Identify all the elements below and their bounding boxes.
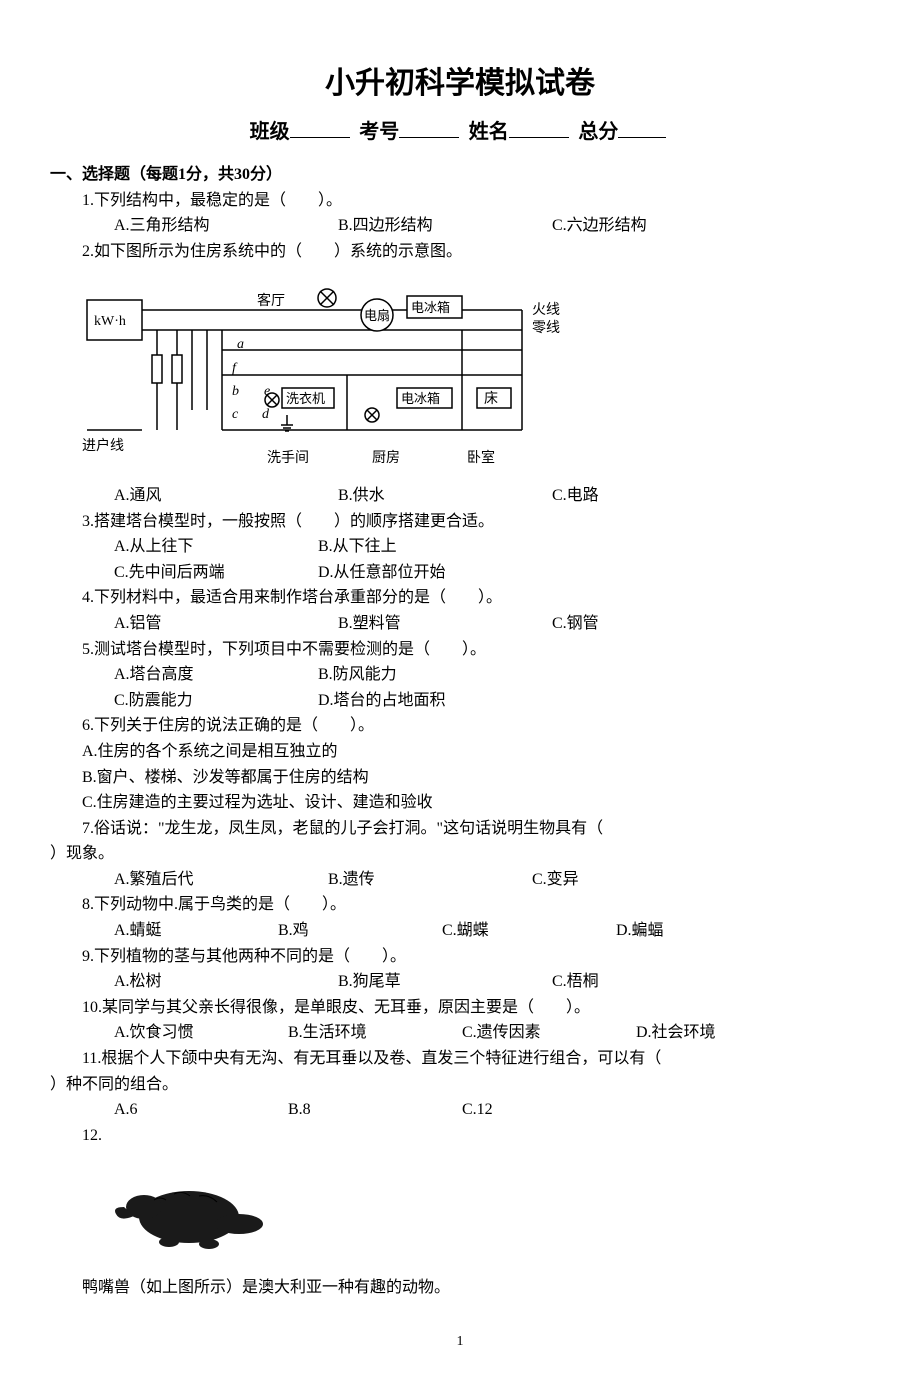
q1-opt-b: B.四边形结构 <box>306 213 516 239</box>
circuit-incoming: 进户线 <box>82 437 124 454</box>
q5-opt-c: C.防震能力 <box>82 688 282 714</box>
name-label: 姓名 <box>469 121 509 143</box>
q3-opt-c: C.先中间后两端 <box>82 560 282 586</box>
q7-text-post: ）现象。 <box>50 841 870 867</box>
q5-opt-b: B.防风能力 <box>286 662 397 688</box>
q11-opt-c: C.12 <box>430 1097 493 1123</box>
circuit-bedroom: 卧室 <box>467 449 495 466</box>
q6-text: 6.下列关于住房的说法正确的是（ ）。 <box>50 713 870 739</box>
q9-opt-b: B.狗尾草 <box>306 969 516 995</box>
q3-opt-d: D.从任意部位开始 <box>286 560 446 586</box>
q12-caption: 鸭嘴兽（如上图所示）是澳大利亚一种有趣的动物。 <box>50 1275 870 1301</box>
q9-text: 9.下列植物的茎与其他两种不同的是（ ）。 <box>50 944 870 970</box>
platypus-figure <box>114 1152 870 1271</box>
platypus-svg <box>114 1152 274 1262</box>
circuit-svg: kW·h 进户线 火线 零线 客厅 电扇 <box>82 270 572 470</box>
q1-opt-a: A.三角形结构 <box>82 213 302 239</box>
q9-opt-a: A.松树 <box>82 969 302 995</box>
section1-heading: 一、选择题（每题1分，共30分） <box>50 162 870 188</box>
examno-blank[interactable] <box>399 117 459 138</box>
q5-text: 5.测试塔台模型时，下列项目中不需要检测的是（ ）。 <box>50 637 870 663</box>
q11-text-pre: 11.根据个人下颌中央有无沟、有无耳垂以及卷、直发三个特征进行组合，可以有（ <box>50 1046 870 1072</box>
q5-opt-a: A.塔台高度 <box>82 662 282 688</box>
circuit-washroom: 洗手间 <box>267 450 309 466</box>
circuit-kitchen: 厨房 <box>372 450 400 466</box>
mark-f: f <box>232 361 238 376</box>
q2-opts: A.通风 B.供水 C.电路 <box>50 483 870 509</box>
q4-opt-b: B.塑料管 <box>306 611 516 637</box>
q8-opt-c: C.蝴蝶 <box>410 918 580 944</box>
q6-opt-a: A.住房的各个系统之间是相互独立的 <box>50 739 870 765</box>
q3-text: 3.搭建塔台模型时，一般按照（ ）的顺序搭建更合适。 <box>50 509 870 535</box>
q6-opt-b: B.窗户、楼梯、沙发等都属于住房的结构 <box>50 765 870 791</box>
info-line: 班级 考号 姓名 总分 <box>50 116 870 148</box>
q2-opt-a: A.通风 <box>82 483 302 509</box>
q8-opt-a: A.蜻蜓 <box>82 918 242 944</box>
q9-opts: A.松树 B.狗尾草 C.梧桐 <box>50 969 870 995</box>
q5-opt-d: D.塔台的占地面积 <box>286 688 446 714</box>
q12-text: 12. <box>50 1123 870 1149</box>
q1-text: 1.下列结构中，最稳定的是（ ）。 <box>50 188 870 214</box>
q8-opt-b: B.鸡 <box>246 918 406 944</box>
q7-text-pre: 7.俗话说："龙生龙，凤生凤，老鼠的儿子会打洞。"这句话说明生物具有（ <box>50 816 870 842</box>
q4-opts: A.铝管 B.塑料管 C.钢管 <box>50 611 870 637</box>
q8-opt-d: D.蝙蝠 <box>584 918 664 944</box>
q4-opt-a: A.铝管 <box>82 611 302 637</box>
mark-c: c <box>232 407 239 422</box>
score-blank[interactable] <box>618 117 666 138</box>
class-blank[interactable] <box>290 117 350 138</box>
page-number: 1 <box>50 1331 870 1353</box>
q11-opts: A.6 B.8 C.12 <box>50 1097 870 1123</box>
q5-opts1: A.塔台高度 B.防风能力 <box>50 662 870 688</box>
score-label: 总分 <box>578 121 618 143</box>
q9-opt-c: C.梧桐 <box>520 969 599 995</box>
q2-opt-b: B.供水 <box>306 483 516 509</box>
q10-opt-a: A.饮食习惯 <box>82 1020 252 1046</box>
q2-text: 2.如下图所示为住房系统中的（ ）系统的示意图。 <box>50 239 870 265</box>
q10-opt-b: B.生活环境 <box>256 1020 426 1046</box>
circuit-fridge1: 电冰箱 <box>411 300 450 315</box>
circuit-fan: 电扇 <box>364 308 390 323</box>
q3-opts2: C.先中间后两端 D.从任意部位开始 <box>50 560 870 586</box>
circuit-fridge2: 电冰箱 <box>401 391 440 406</box>
circuit-living: 客厅 <box>257 292 285 309</box>
q10-opt-d: D.社会环境 <box>604 1020 716 1046</box>
exam-title: 小升初科学模拟试卷 <box>50 60 870 108</box>
examno-label: 考号 <box>359 121 399 143</box>
circuit-meter: kW·h <box>94 314 126 329</box>
q3-opt-a: A.从上往下 <box>82 534 282 560</box>
circuit-washer: 洗衣机 <box>286 391 325 406</box>
q4-opt-c: C.钢管 <box>520 611 599 637</box>
q7-opt-b: B.遗传 <box>296 867 496 893</box>
q2-opt-c: C.电路 <box>520 483 599 509</box>
q7-opt-a: A.繁殖后代 <box>82 867 292 893</box>
q11-text-post: ）种不同的组合。 <box>50 1072 870 1098</box>
q1-opt-c: C.六边形结构 <box>520 213 647 239</box>
circuit-neutral: 零线 <box>532 320 560 336</box>
q3-opts1: A.从上往下 B.从下往上 <box>50 534 870 560</box>
q1-opts: A.三角形结构 B.四边形结构 C.六边形结构 <box>50 213 870 239</box>
mark-a: a <box>237 337 244 352</box>
q7-opts: A.繁殖后代 B.遗传 C.变异 <box>50 867 870 893</box>
q8-opts: A.蜻蜓 B.鸡 C.蝴蝶 D.蝙蝠 <box>50 918 870 944</box>
q6-opt-c: C.住房建造的主要过程为选址、设计、建造和验收 <box>50 790 870 816</box>
circuit-live: 火线 <box>532 302 560 318</box>
q11-opt-b: B.8 <box>256 1097 426 1123</box>
q4-text: 4.下列材料中，最适合用来制作塔台承重部分的是（ ）。 <box>50 585 870 611</box>
q10-text: 10.某同学与其父亲长得很像，是单眼皮、无耳垂，原因主要是（ ）。 <box>50 995 870 1021</box>
circuit-bed: 床 <box>484 391 498 407</box>
class-label: 班级 <box>250 121 290 143</box>
q7-opt-c: C.变异 <box>500 867 579 893</box>
q10-opt-c: C.遗传因素 <box>430 1020 600 1046</box>
circuit-figure: kW·h 进户线 火线 零线 客厅 电扇 <box>82 270 870 479</box>
q3-opt-b: B.从下往上 <box>286 534 397 560</box>
q5-opts2: C.防震能力 D.塔台的占地面积 <box>50 688 870 714</box>
q10-opts: A.饮食习惯 B.生活环境 C.遗传因素 D.社会环境 <box>50 1020 870 1046</box>
q8-text: 8.下列动物中.属于鸟类的是（ ）。 <box>50 892 870 918</box>
mark-b: b <box>232 384 239 399</box>
mark-d: d <box>262 407 270 422</box>
name-blank[interactable] <box>509 117 569 138</box>
q11-opt-a: A.6 <box>82 1097 252 1123</box>
